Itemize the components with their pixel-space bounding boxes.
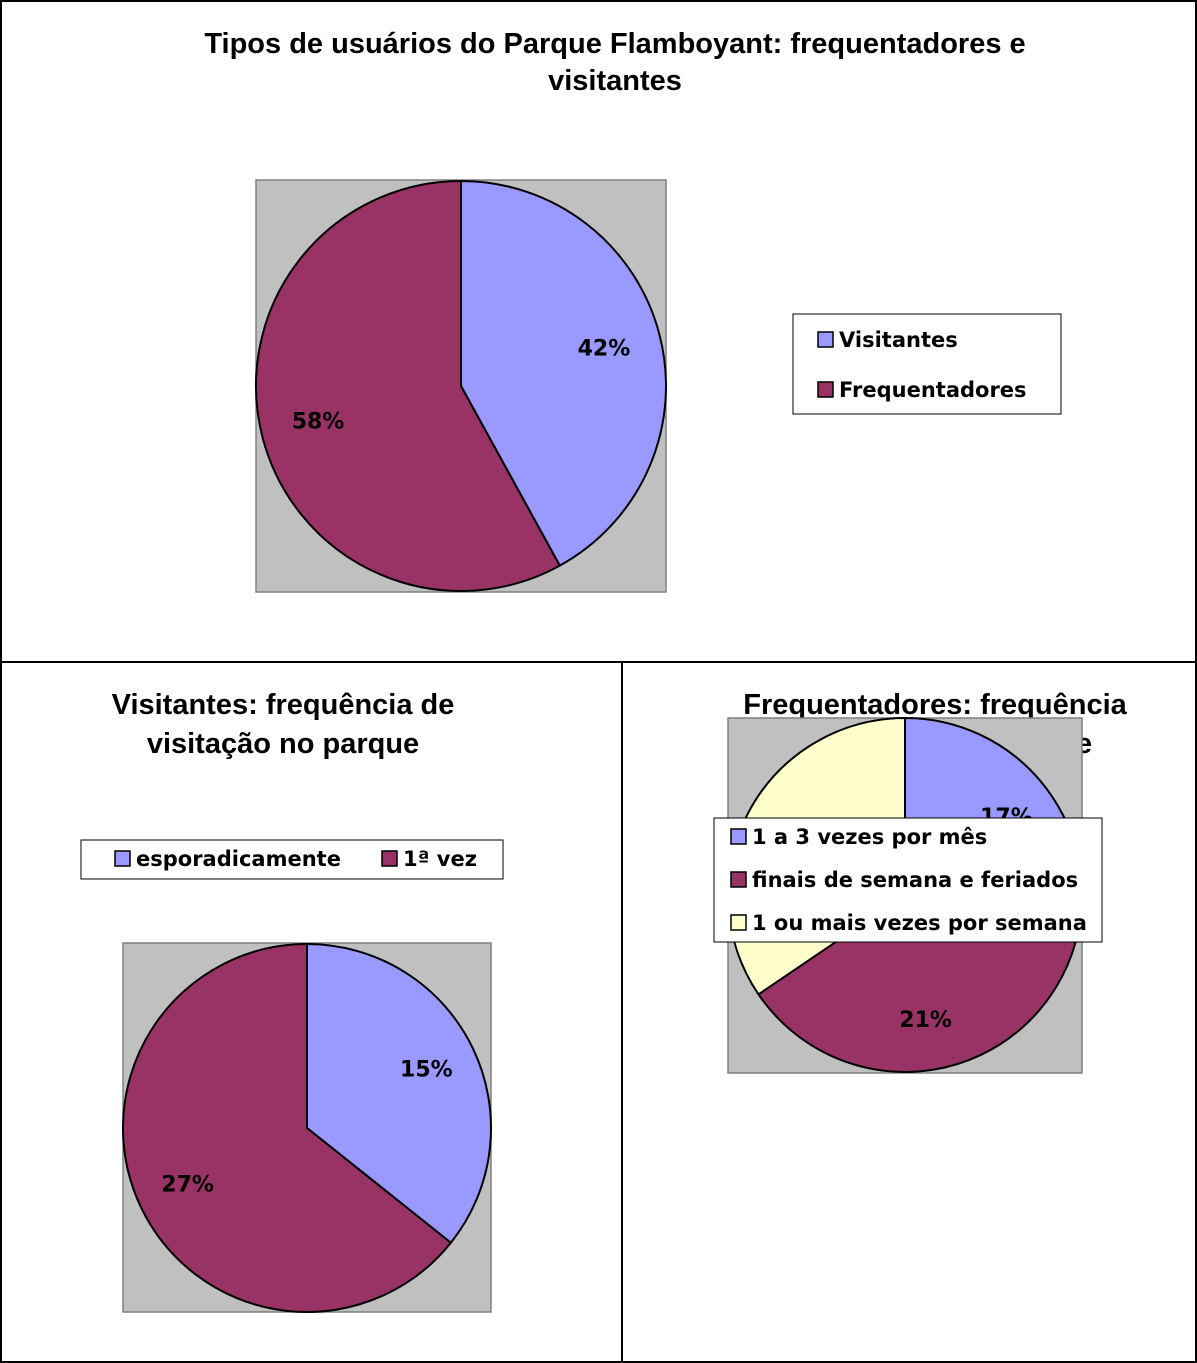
legend [713,817,1103,943]
data-label: 58% [292,410,345,435]
legend-label: 1ª vez [403,847,477,871]
legend-label: Visitantes [839,328,958,352]
legend [80,839,504,880]
chart-title: Tipos de usuários do Parque Flamboyant: … [204,28,1025,97]
pie-slice [255,179,562,592]
legend-swatch [730,871,747,888]
pie-slice [460,179,667,568]
legend-swatch [114,850,131,867]
legend-label: finais de semana e feriados [752,868,1078,892]
data-label: 27% [161,1172,214,1197]
legend-label: Frequentadores [839,378,1027,402]
pie-slice [122,942,453,1313]
data-label: 15% [400,1058,453,1083]
legend-swatch [817,331,834,348]
legend-label: 1 ou mais vezes por semana [752,911,1087,935]
pie-slice [306,942,492,1245]
legend [792,313,1062,415]
legend-swatch [817,381,834,398]
legend-label: esporadicamente [136,847,341,871]
legend-swatch [730,914,747,931]
legend-swatch [730,828,747,845]
data-label: 42% [578,336,631,361]
chart-title: Visitantes: frequência de visitação no pa… [112,689,455,760]
legend-label: 1 a 3 vezes por mês [752,825,987,849]
legend-swatch [381,850,398,867]
data-label: 21% [899,1008,952,1033]
